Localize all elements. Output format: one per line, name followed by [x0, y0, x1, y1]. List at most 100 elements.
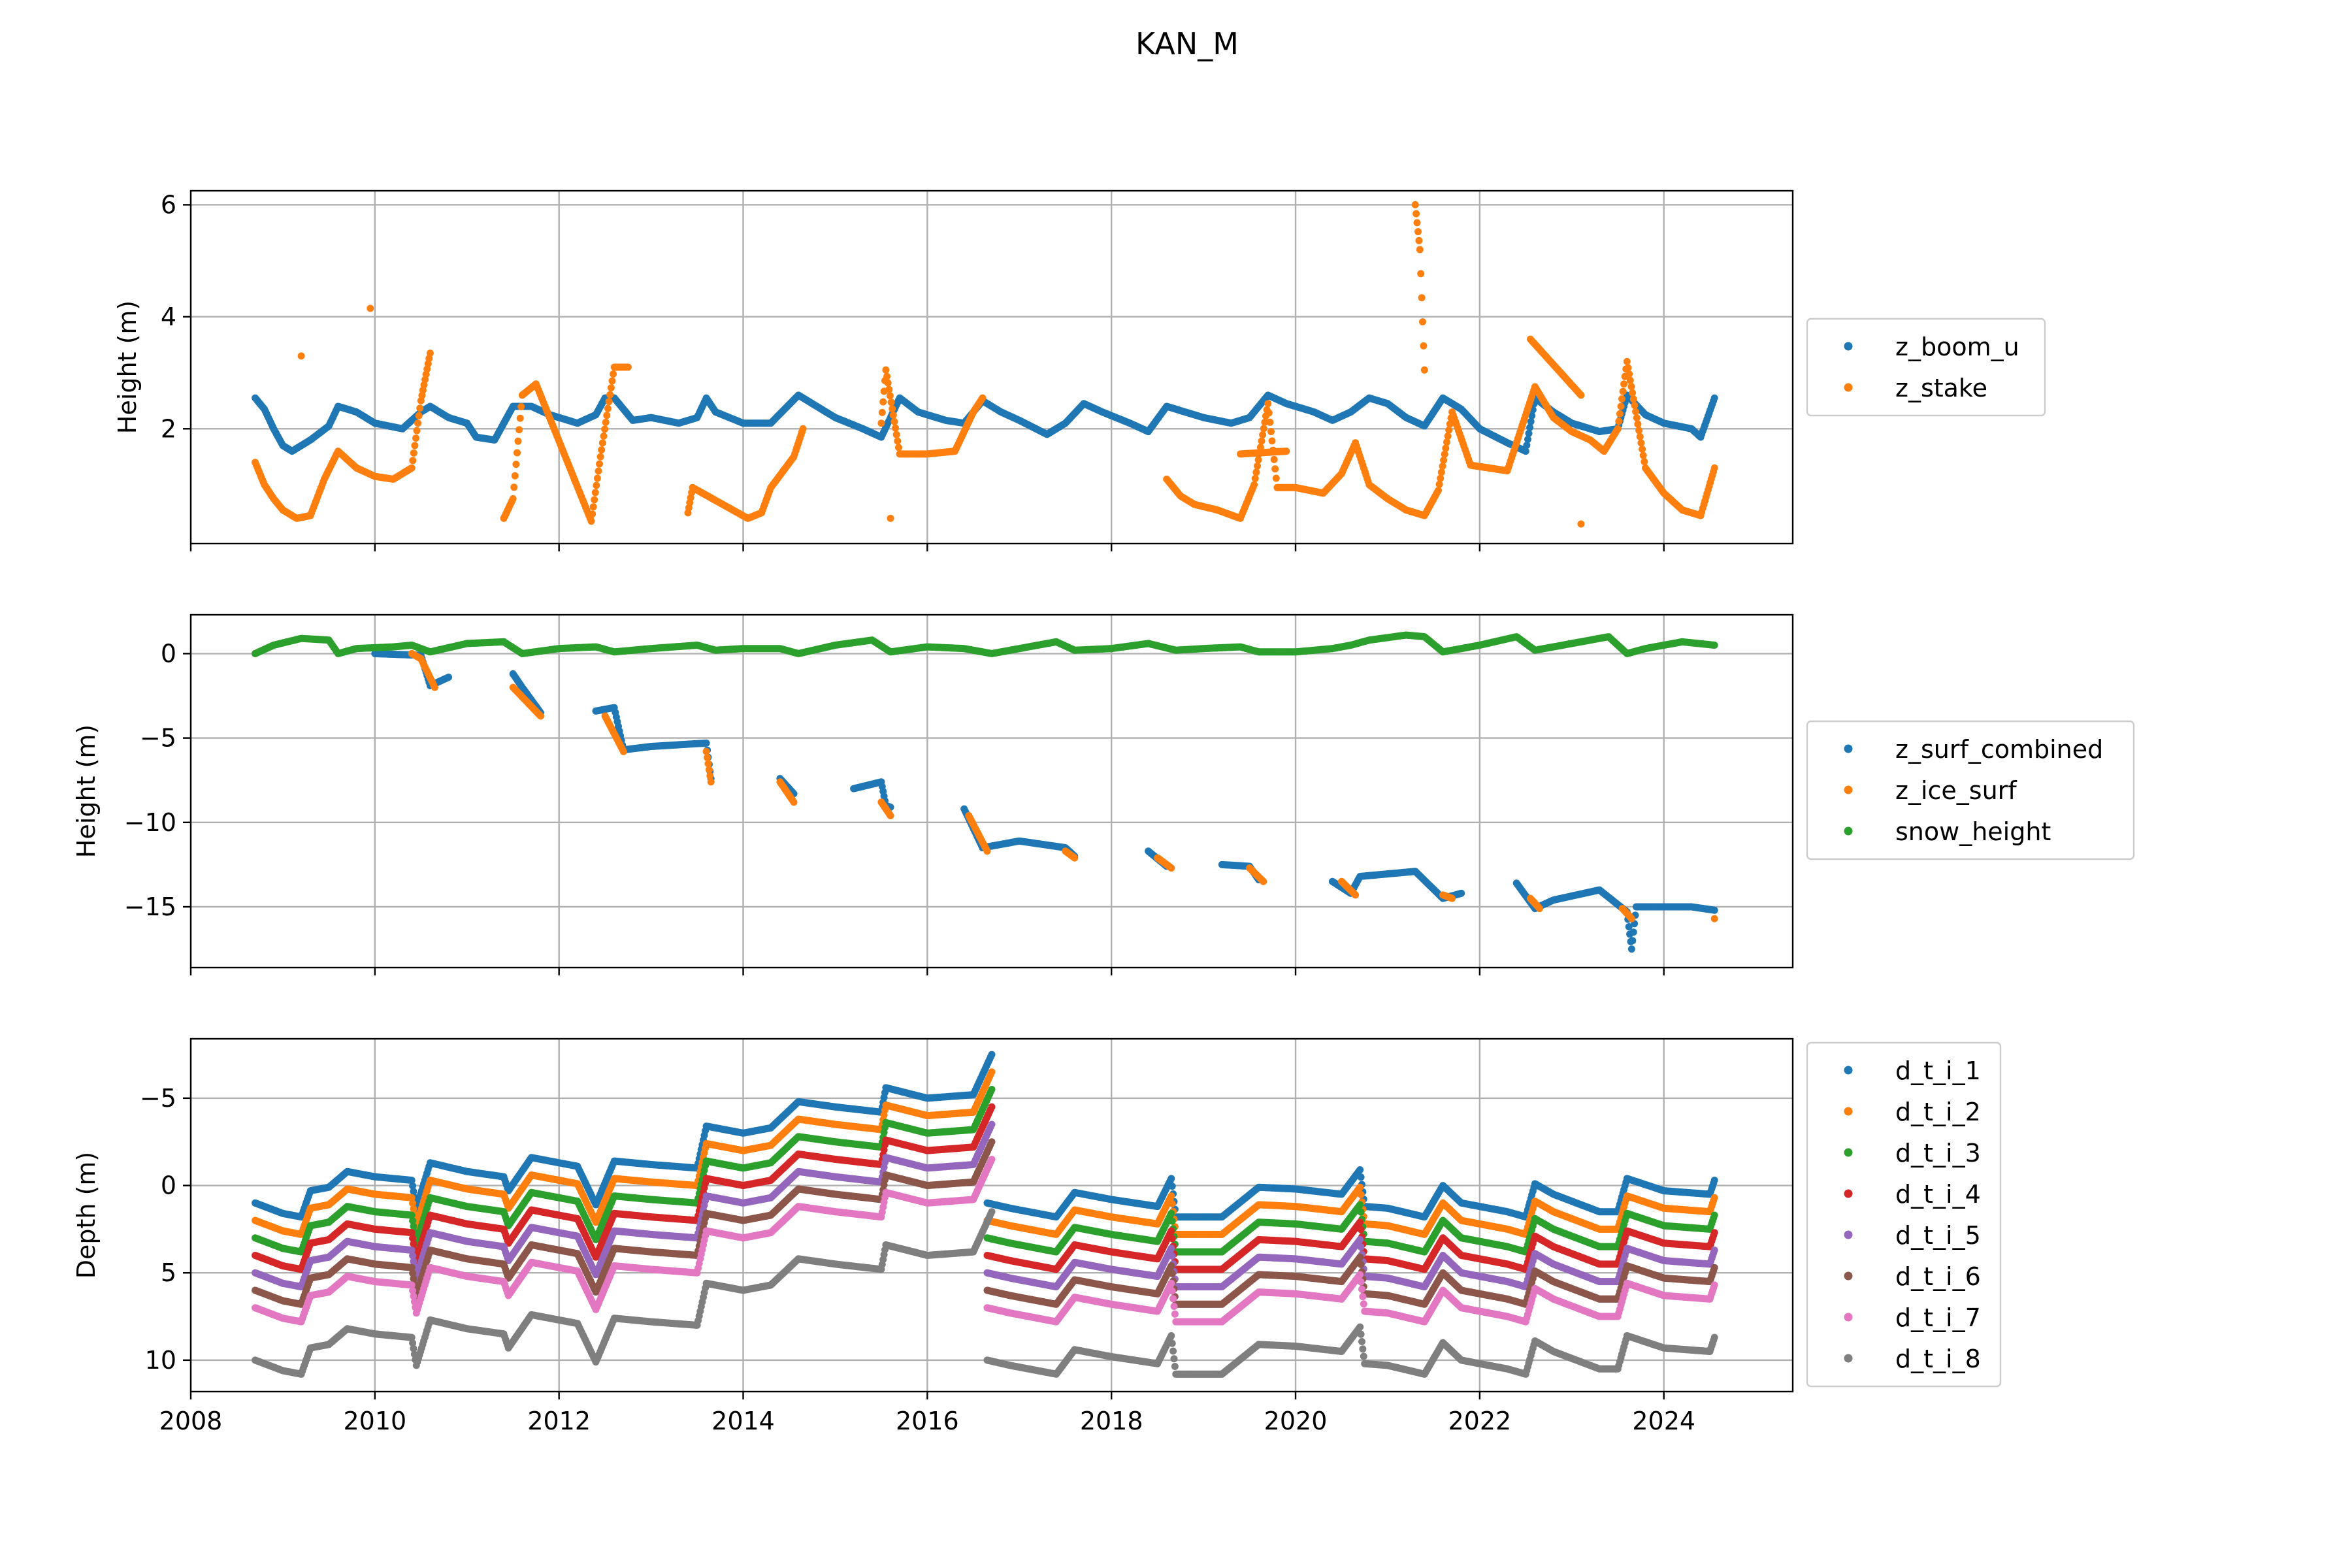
data-point — [1268, 437, 1276, 445]
data-point — [878, 408, 886, 416]
data-point — [600, 433, 608, 440]
data-point — [604, 404, 612, 412]
data-point — [1282, 448, 1290, 455]
data-point — [1437, 474, 1445, 482]
data-point — [1619, 387, 1627, 395]
data-point — [596, 460, 603, 468]
data-point — [1260, 425, 1267, 433]
data-point — [1637, 439, 1645, 447]
data-point — [894, 437, 902, 445]
data-point — [537, 712, 544, 720]
legend-label: snow_height — [1895, 817, 2051, 846]
data-point — [1458, 889, 1465, 897]
data-point — [1634, 420, 1642, 428]
data-point — [1266, 418, 1274, 426]
data-point — [1629, 395, 1637, 403]
legend-label: z_stake — [1895, 374, 1987, 402]
data-point — [1577, 391, 1585, 399]
data-point — [1437, 468, 1445, 476]
data-point — [589, 510, 596, 518]
data-point — [297, 352, 305, 360]
data-point — [598, 446, 606, 454]
data-point — [889, 412, 897, 419]
data-point — [887, 812, 894, 819]
data-point — [705, 766, 713, 774]
data-point — [892, 431, 900, 438]
data-point — [412, 434, 419, 442]
data-point — [603, 412, 611, 419]
data-point — [890, 417, 898, 425]
data-point — [1254, 456, 1262, 464]
data-point — [1627, 915, 1635, 923]
data-point — [702, 747, 710, 755]
data-point — [1251, 474, 1259, 482]
data-point — [1629, 937, 1637, 945]
data-point — [1260, 877, 1267, 885]
legend-label: z_boom_u — [1895, 333, 2019, 361]
data-point — [1577, 520, 1585, 528]
y-tick-label: −5 — [140, 724, 176, 753]
data-point — [1710, 906, 1718, 914]
data-point — [884, 379, 892, 387]
data-point — [892, 424, 900, 432]
data-point — [1071, 854, 1079, 862]
data-point — [1413, 210, 1420, 218]
data-point — [511, 472, 519, 480]
data-point — [877, 419, 885, 427]
data-point — [1626, 376, 1634, 384]
data-point — [1710, 915, 1718, 923]
data-point — [1614, 425, 1622, 433]
data-point — [1625, 370, 1633, 378]
data-point — [1272, 474, 1280, 482]
data-point — [1629, 928, 1637, 936]
data-point — [514, 437, 522, 445]
data-point — [1445, 426, 1453, 434]
data-point — [1442, 444, 1450, 452]
chart-title: KAN_M — [1135, 26, 1239, 61]
data-point — [431, 683, 438, 691]
data-point — [1254, 462, 1261, 470]
data-point — [607, 384, 615, 392]
legend: z_boom_u z_stake — [1806, 318, 2046, 417]
y-axis-label: Height (m) — [113, 301, 142, 434]
data-point — [706, 772, 714, 779]
data-point — [1168, 864, 1175, 872]
data-point — [1440, 456, 1448, 464]
data-point — [885, 385, 893, 393]
data-point — [1627, 945, 1635, 953]
data-point — [1629, 389, 1637, 397]
data-point — [1411, 201, 1419, 208]
data-point — [1444, 433, 1452, 440]
legend: z_surf_combined z_ice_surf snow_height — [1806, 720, 2135, 860]
data-point — [608, 377, 616, 385]
legend-label: z_ice_surf — [1895, 776, 2017, 805]
legend-label: z_surf_combined — [1895, 735, 2103, 764]
data-point — [624, 363, 632, 371]
data-point — [1624, 364, 1632, 372]
data-point — [1264, 400, 1272, 408]
data-point — [1414, 228, 1422, 236]
data-point — [1627, 383, 1635, 391]
data-point — [1632, 408, 1640, 416]
data-point — [887, 514, 894, 522]
data-point — [886, 392, 894, 400]
data-point — [1413, 219, 1421, 227]
data-point — [1710, 464, 1718, 472]
legend-marker — [1844, 342, 1853, 351]
data-point — [883, 372, 891, 380]
y-tick-label: −10 — [124, 808, 176, 837]
data-point — [415, 412, 423, 419]
y-tick-label: −15 — [124, 892, 176, 921]
data-point — [1443, 438, 1450, 446]
data-point — [1620, 380, 1628, 388]
data-point — [589, 503, 597, 511]
series-z_boom_u — [252, 391, 1718, 455]
y-tick-label: 6 — [161, 190, 176, 219]
data-point — [799, 425, 807, 433]
data-point — [1633, 414, 1641, 422]
data-point — [1448, 894, 1456, 902]
data-point — [882, 366, 890, 374]
data-point — [1265, 409, 1273, 417]
